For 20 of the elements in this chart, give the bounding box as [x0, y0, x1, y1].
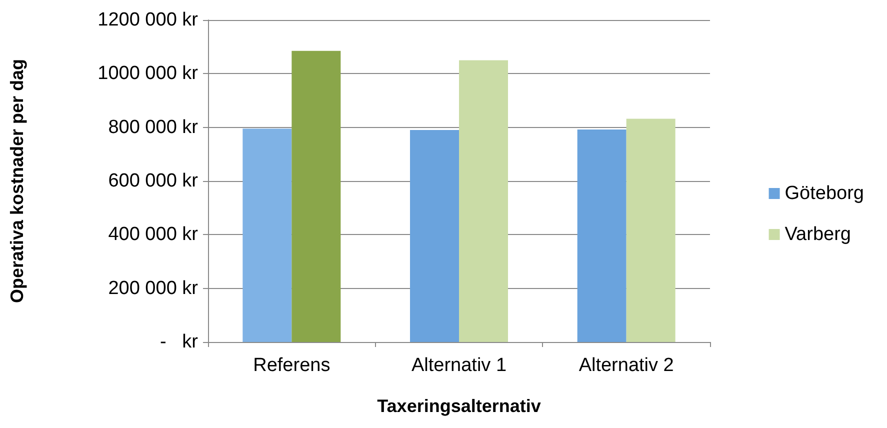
- x-tick-label: Alternativ 2: [578, 355, 674, 376]
- bar: [626, 118, 676, 342]
- x-tick-label: Alternativ 1: [411, 355, 507, 376]
- legend-label: Göteborg: [784, 183, 864, 204]
- y-tick-label: 1000 000 kr: [98, 63, 199, 84]
- legend-label: Varberg: [784, 224, 851, 245]
- y-axis-title: Operativa kostnader per dag: [7, 58, 27, 304]
- bar: [459, 60, 508, 342]
- x-tick-label: Referens: [253, 355, 330, 376]
- bar: [410, 130, 459, 342]
- y-tick-label: - kr: [160, 332, 199, 352]
- y-tick-label: 1200 000 kr: [98, 10, 199, 30]
- bar: [292, 50, 341, 342]
- bar: [242, 128, 292, 342]
- y-tick-label: 200 000 kr: [108, 278, 199, 299]
- bar: [577, 129, 626, 342]
- x-axis-title: Taxeringsalternativ: [377, 396, 541, 416]
- y-tick-label: 800 000 kr: [108, 116, 199, 138]
- y-tick-label: 400 000 kr: [108, 224, 199, 246]
- y-tick-label: 600 000 kr: [108, 170, 199, 192]
